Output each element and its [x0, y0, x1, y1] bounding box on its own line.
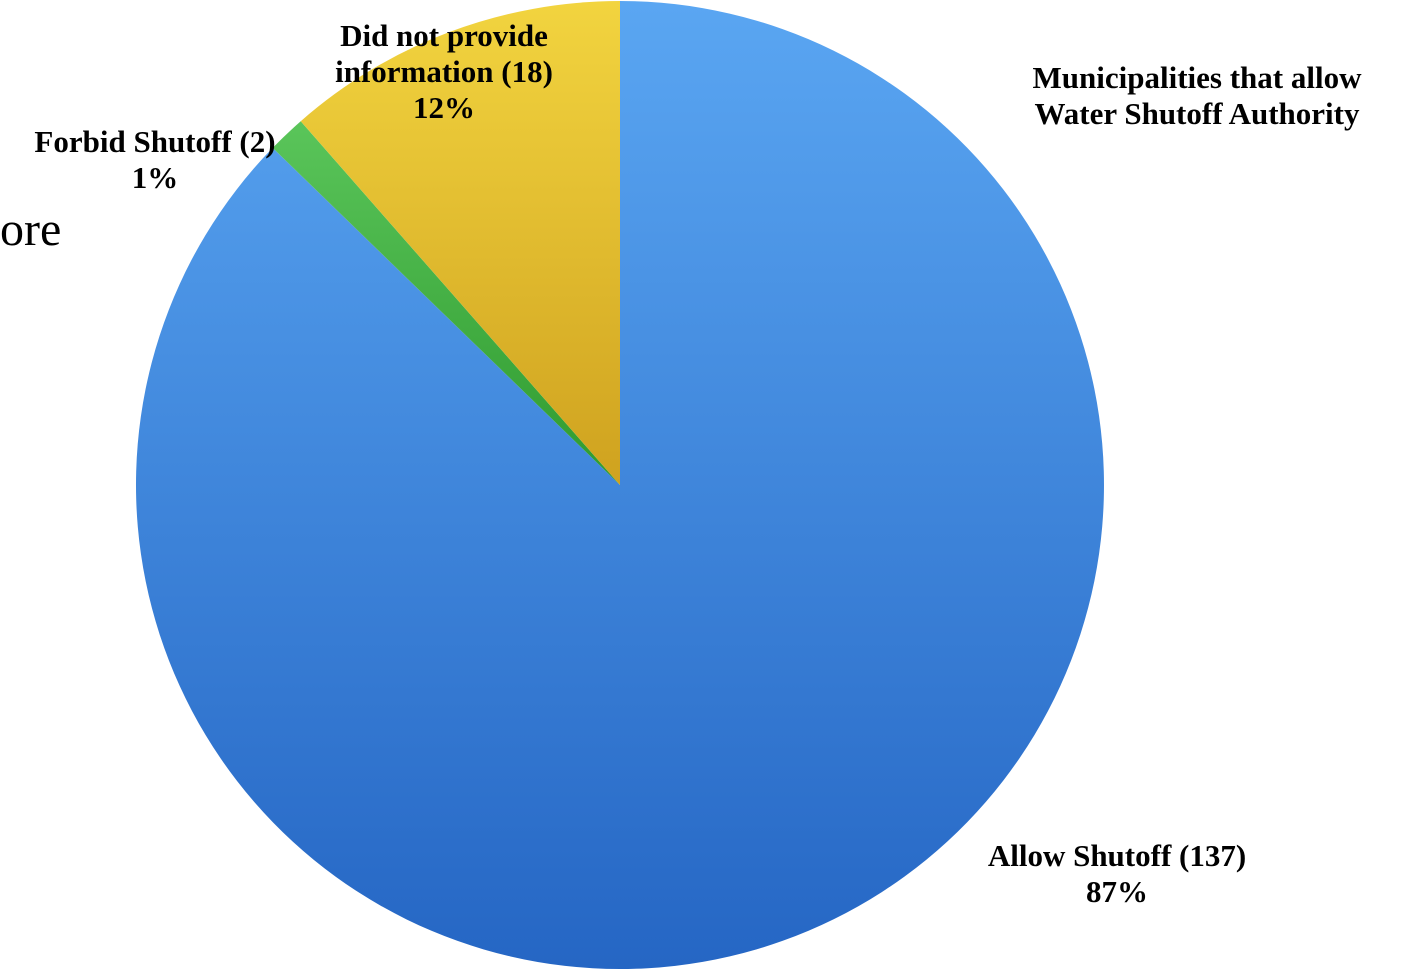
pie-slice-forbid-shutoff [272, 121, 620, 486]
slice-label-did-not-provide-line-1: Did not provide [340, 18, 548, 53]
cropped-slide-text: ore [0, 203, 62, 256]
slice-label-did-not-provide-line-2: information (18) [335, 54, 553, 89]
slice-label-allow-shutoff: Allow Shutoff (137) 87% [952, 838, 1282, 910]
slice-label-did-not-provide-percent: 12% [413, 90, 475, 125]
slice-label-allow-shutoff-percent: 87% [1086, 874, 1148, 909]
slice-label-forbid-shutoff-name: Forbid Shutoff (2) [34, 124, 276, 159]
pie-slice-allow-shutoff [135, 1, 1104, 969]
chart-title-line-1: Municipalities that allow [1032, 60, 1362, 95]
slice-label-forbid-shutoff: Forbid Shutoff (2) 1% [0, 124, 310, 196]
chart-title-line-2: Water Shutoff Authority [1034, 96, 1360, 131]
pie-slice-did-not-provide [300, 1, 620, 485]
pie-slices [135, 1, 1104, 969]
chart-title: Municipalities that allow Water Shutoff … [1000, 60, 1394, 132]
slice-label-forbid-shutoff-percent: 1% [131, 160, 179, 195]
slice-label-did-not-provide: Did not provide information (18) 12% [298, 18, 590, 126]
slice-label-allow-shutoff-name: Allow Shutoff (137) [987, 838, 1247, 873]
